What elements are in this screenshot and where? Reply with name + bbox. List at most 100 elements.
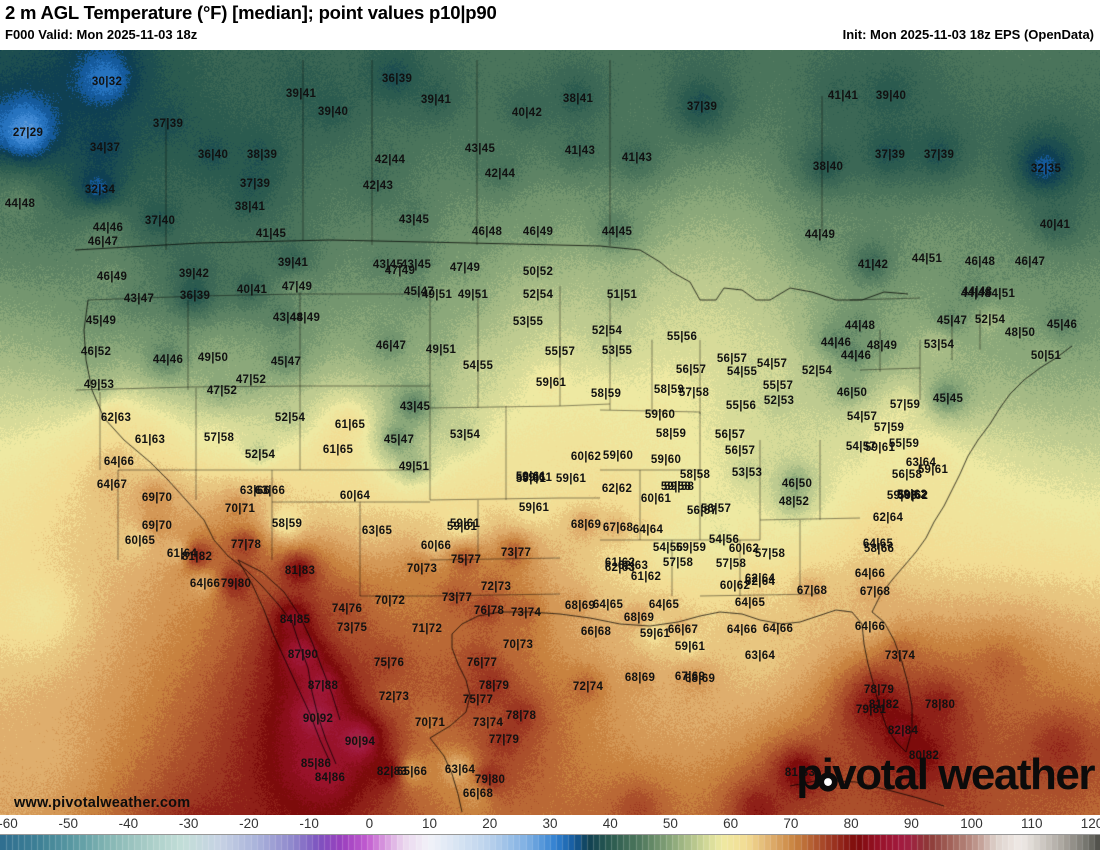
map-point-value: 72|74 [572, 681, 604, 693]
map-point-value: 49|50 [197, 352, 229, 364]
map-point-value: 46|50 [781, 478, 813, 490]
map-point-value: 37|39 [874, 149, 906, 161]
map-point-value: 30|32 [91, 76, 123, 88]
map-point-value: 90|92 [302, 713, 334, 725]
map-point-value: 54|55 [726, 366, 758, 378]
map-point-value: 46|48 [471, 226, 503, 238]
map-point-value: 67|68 [859, 586, 891, 598]
colorbar-tick: 20 [482, 816, 498, 831]
map-point-value: 61|64 [166, 548, 198, 560]
map-point-value: 49|51 [457, 289, 489, 301]
map-point-value: 54|57 [845, 441, 877, 453]
map-point-value: 63|66 [239, 485, 271, 497]
map-point-value: 58|58 [679, 469, 711, 481]
valid-time-label: F000 Valid: Mon 2025-11-03 18z [5, 27, 198, 42]
map-point-value: 44|46 [152, 354, 184, 366]
map-point-value: 45|47 [383, 434, 415, 446]
map-point-value: 79|81 [855, 704, 887, 716]
map-point-value: 40|42 [511, 107, 543, 119]
map-point-value: 43|45 [400, 259, 432, 271]
map-point-value: 60|64 [339, 490, 371, 502]
map-point-value: 56|58 [891, 469, 923, 481]
map-point-value: 58|59 [590, 388, 622, 400]
map-point-value: 45|46 [1046, 319, 1078, 331]
map-point-value: 64|66 [189, 578, 221, 590]
colorbar-tick: 80 [843, 816, 859, 831]
map-point-value: 59|62 [896, 489, 928, 501]
map-point-value: 78|79 [478, 680, 510, 692]
map-point-value: 77|78 [230, 539, 262, 551]
map-point-value: 48|49 [289, 312, 321, 324]
map-point-value: 63|65 [361, 525, 393, 537]
gear-icon [818, 772, 838, 792]
map-point-value: 57|59 [873, 422, 905, 434]
map-point-value: 66|68 [580, 626, 612, 638]
map-point-value: 50|51 [1030, 350, 1062, 362]
map-point-value: 48|52 [778, 496, 810, 508]
colorbar-tick: 110 [1021, 816, 1043, 831]
map-point-value: 77|79 [488, 734, 520, 746]
colorbar-tick: 10 [422, 816, 438, 831]
map-point-value: 68|69 [623, 612, 655, 624]
map-point-value: 68|69 [564, 600, 596, 612]
map-point-value: 62|64 [744, 573, 776, 585]
map-point-value: 42|43 [362, 180, 394, 192]
map-point-value: 59|61 [639, 628, 671, 640]
map-point-value: 38|39 [246, 149, 278, 161]
map-point-value: 48|50 [1004, 327, 1036, 339]
map-point-value: 44|49 [804, 229, 836, 241]
map-point-value: 72|73 [480, 581, 512, 593]
map-point-value: 73|77 [500, 547, 532, 559]
map-point-value: 52|54 [244, 449, 276, 461]
map-point-value: 64|66 [762, 623, 794, 635]
map-point-value: 56|57 [700, 503, 732, 515]
map-point-value: 54|57 [756, 358, 788, 370]
map-point-value: 39|41 [277, 257, 309, 269]
map-point-value: 70|73 [406, 563, 438, 575]
map-point-value: 62|63 [604, 562, 636, 574]
map-point-value: 45|47 [936, 315, 968, 327]
colorbar-tick: 50 [662, 816, 678, 831]
map-point-value: 59|61 [917, 464, 949, 476]
map-point-value: 44|46 [840, 350, 872, 362]
colorbar: -60 -50 -40 -30 -20 -10 0 10 20 30 40 50 60 70 80 90 100… [0, 815, 1100, 850]
colorbar-gradient [0, 835, 1100, 850]
map-point-value: 84|86 [314, 772, 346, 784]
map-point-value: 70|71 [224, 503, 256, 515]
map-point-value: 79|80 [474, 774, 506, 786]
colorbar-tick: 70 [783, 816, 799, 831]
map-point-value: 50|52 [522, 266, 554, 278]
map-point-value: 53|54 [449, 429, 481, 441]
map-point-value: 43|45 [464, 143, 496, 155]
map-point-value: 32|34 [84, 184, 116, 196]
map-point-value: 49|53 [83, 379, 115, 391]
map-point-value: 59|61 [674, 641, 706, 653]
map-point-value: 47|52 [235, 374, 267, 386]
map-point-value: 60|62 [570, 451, 602, 463]
map-point-value: 58|66 [863, 543, 895, 555]
map-point-value: 74|76 [331, 603, 363, 615]
map-point-value: 84|85 [279, 614, 311, 626]
map-point-value: 58|59 [655, 428, 687, 440]
colorbar-tick: 90 [903, 816, 919, 831]
colorbar-tick: -10 [299, 816, 319, 831]
map-point-value: 79|80 [220, 578, 252, 590]
map-point-value: 58|59 [271, 518, 303, 530]
map-point-value: 59|61 [521, 472, 553, 484]
colorbar-tick: 0 [365, 816, 374, 831]
map-point-value: 55|56 [666, 331, 698, 343]
map-point-value: 63|66 [254, 485, 286, 497]
map-point-value: 60|66 [420, 540, 452, 552]
map-point-value: 47|49 [449, 262, 481, 274]
map-point-value: 64|66 [103, 456, 135, 468]
brand-watermark: pivotal weather [796, 750, 1095, 799]
map-point-value: 64|65 [862, 538, 894, 550]
map-point-value: 81|82 [181, 551, 213, 563]
temperature-map[interactable]: 30|32 27|29 34|37 32|34 44|48 44|46 46|47 46|49… [0, 50, 1100, 815]
map-point-value: 59|61 [515, 473, 547, 485]
map-point-value: 73|74 [884, 650, 916, 662]
map-point-value: 75|76 [373, 657, 405, 669]
map-point-value: 76|77 [466, 657, 498, 669]
colorbar-tick: 100 [960, 816, 983, 831]
map-point-value: 78|79 [863, 684, 895, 696]
